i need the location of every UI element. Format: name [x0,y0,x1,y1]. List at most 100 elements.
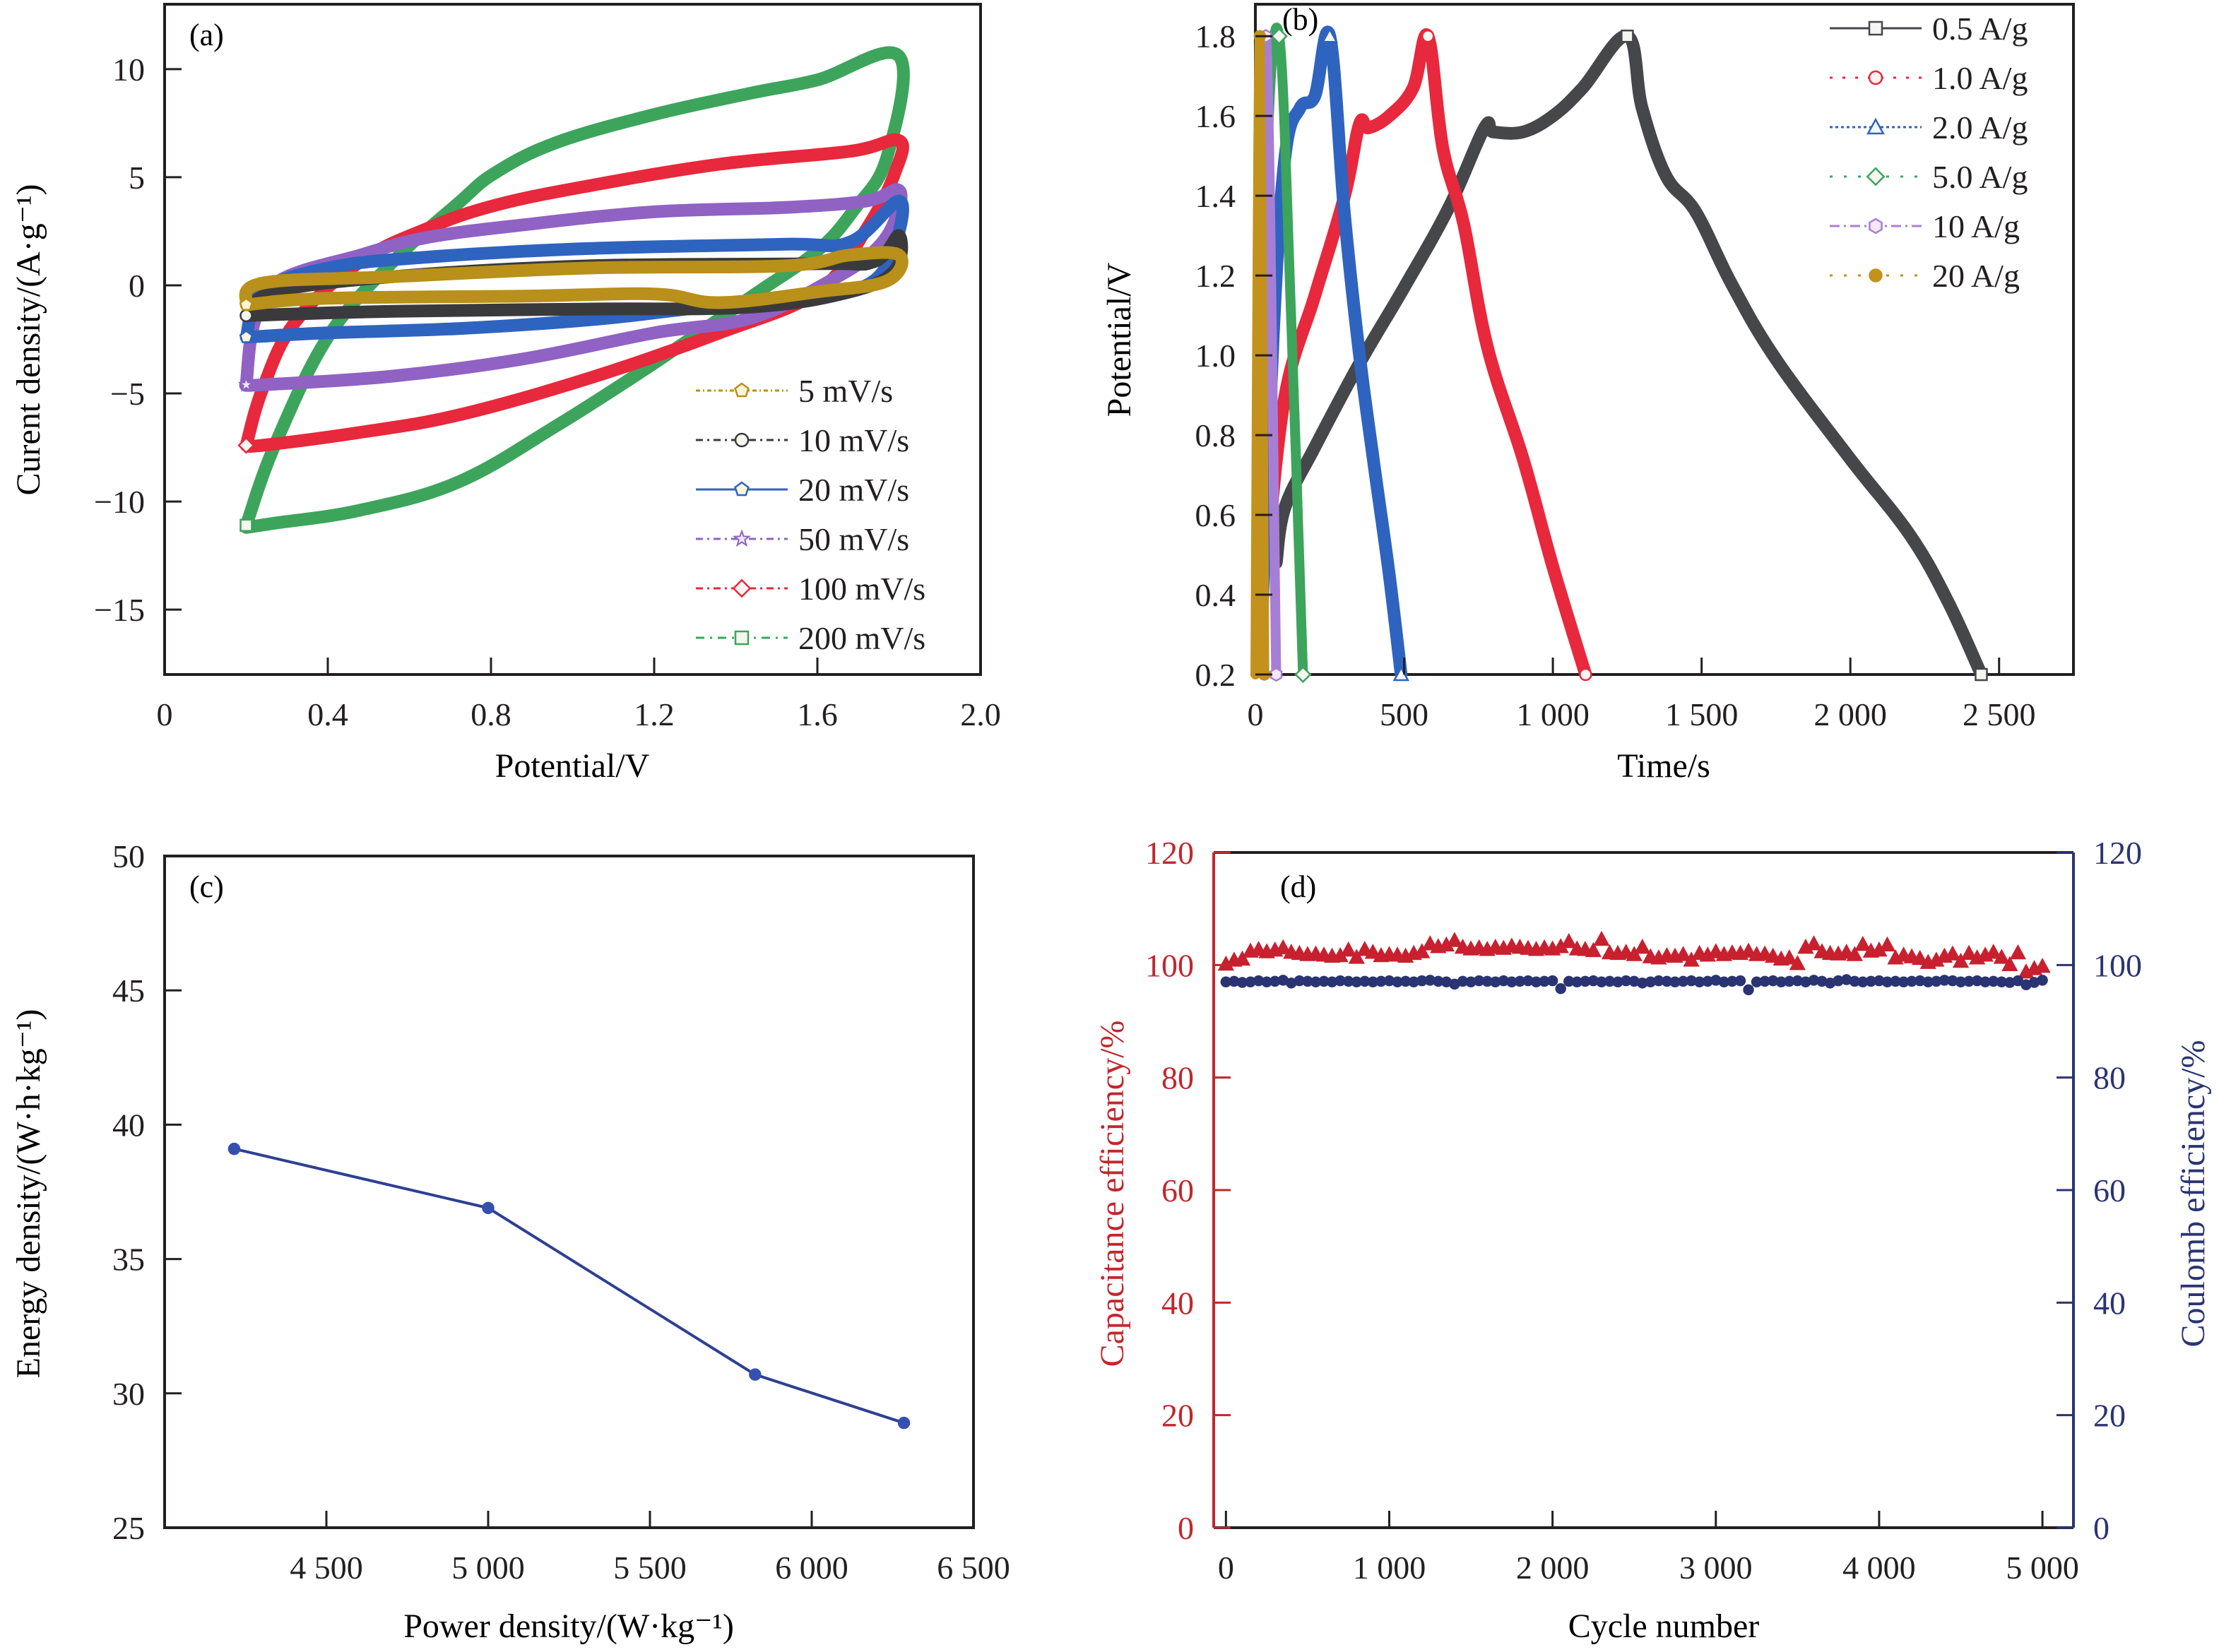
panel-label: (d) [1280,869,1316,904]
series-5-mv-s [239,246,909,311]
gcd-curve [1270,30,1988,681]
panel-b-gcd-curves: 0 500 1 000 1 500 2 000 2 500 0.2 0.4 0.6 0.8 1.0 1… [1101,2,2075,785]
series-start-marker [239,297,254,311]
x-tick-label: 5 000 [451,1550,525,1586]
data-point [1993,949,2010,964]
panel-label: (c) [189,869,224,904]
series-peak-marker [1421,29,1435,43]
legend-item: 50 mV/s [696,521,909,557]
data-point [1781,949,1798,965]
legend-marker-pentagon [734,382,750,398]
series-end-marker [1270,667,1283,682]
data-point [1340,941,1357,957]
legend-label: 10 mV/s [798,422,909,458]
legend-item: 2.0 A/g [1830,109,2028,145]
legend-item: 0.5 A/g [1830,11,2028,47]
y-tick-label: −15 [94,592,145,628]
series-peak-marker [1270,28,1288,45]
x-tick-label: 1 000 [1516,696,1590,732]
y-tick-label: 50 [112,838,145,874]
y-tick-label: 1.6 [1195,98,1236,134]
cv-loop [239,246,909,311]
series-0-5-a-g [1270,29,1988,682]
y-tick-label: 0.4 [1195,577,1236,613]
series-1-0-a-g [1260,28,1592,682]
x-tick-label: 0.8 [471,696,511,732]
gcd-curve [1260,28,1592,681]
data-point [1878,936,1896,952]
data-point [1789,955,1806,970]
legend-label: 10 A/g [1932,208,2020,244]
axis-ticks: 0 0.4 0.8 1.2 1.6 2.0 10 5 0 −5 −10 −15 [94,52,1001,732]
legend-item: 10 A/g [1830,208,2020,244]
legend-label: 5.0 A/g [1932,159,2028,195]
data-point [1446,932,1463,947]
series-end-marker [1975,667,1988,682]
panel-label: (b) [1282,2,1318,37]
data-point [227,1142,241,1155]
legend: 0.5 A/g 1.0 A/g 2.0 A/g 5.0 A/g 10 A/g 20 A/g [1830,11,2028,294]
x-tick-label: 6 000 [775,1550,848,1586]
y-tick-label: 40 [112,1107,145,1143]
legend-item: 20 A/g [1830,258,2020,294]
x-tick-label: 0 [1248,696,1264,732]
data-point [1348,949,1365,964]
data-point [1233,950,1251,966]
data-point [2034,958,2051,973]
data-point [1546,975,1558,987]
y-tick-label-right: 40 [2093,1285,2126,1321]
data-point [2001,956,2018,972]
data-point [1555,983,1566,994]
y-tick-label: 40 [1161,1285,1194,1321]
x-tick-label: 5 500 [613,1550,687,1586]
y-tick-label: 35 [112,1242,145,1278]
legend-marker-circle [734,432,750,448]
y-tick-label: 1.4 [1195,178,1236,214]
data-point [1740,942,1757,958]
y-axis-title: Energy density/(W·h·kg⁻¹) [10,1009,47,1379]
plot-frame [163,3,982,676]
x-tick-label: 0.4 [307,696,348,732]
data-point [1634,938,1651,954]
series-start-marker [237,376,255,392]
series-layer [227,1142,911,1430]
legend-item: 20 mV/s [696,472,909,508]
data-point [1364,944,1382,959]
data-point [1846,946,1863,961]
x-tick-label: 5 000 [2006,1550,2079,1586]
y-tick-label: −10 [94,484,145,520]
y-tick-label: 100 [1145,947,1194,983]
legend-label: 5 mV/s [798,373,893,409]
y-tick-label: 1.8 [1195,18,1236,54]
x-tick-label: 1 000 [1353,1550,1426,1586]
legend-item: 100 mV/s [696,571,925,607]
series-start-marker [239,518,253,533]
x-tick-label: 500 [1380,696,1428,732]
plot-frame [163,855,975,1529]
legend-marker-square [734,630,750,646]
data-point [1414,943,1431,958]
y-tick-label: 1.2 [1195,258,1236,294]
y-tick-label-right: 120 [2093,835,2142,871]
data-point [1912,949,1929,965]
legend-item: 200 mV/s [696,620,925,656]
x-tick-label: 4 500 [290,1550,363,1586]
data-point [1985,944,2002,959]
data-point [2037,975,2048,986]
x-tick-label: 1 500 [1665,696,1739,732]
legend-item: 5.0 A/g [1830,159,2028,195]
y-tick-label: 25 [112,1510,145,1546]
legend-marker-diamond [732,578,752,598]
x-tick-label: 2.0 [960,696,1001,732]
series-50-mv-s [237,183,908,392]
y-tick-label-right: 60 [2093,1172,2126,1208]
data-point [1734,975,1746,987]
data-point [1960,944,1977,961]
legend-label: 100 mV/s [798,571,925,607]
y-axis-title: Potential/V [1101,262,1138,417]
panel-label: (a) [189,18,224,52]
legend-label: 1.0 A/g [1932,60,2028,96]
y-tick-label: 1.0 [1195,338,1236,374]
panel-c-ragone-plot: 4 500 5 000 5 500 6 000 6 500 25 30 35 40 45 50 (c… [10,838,1010,1645]
